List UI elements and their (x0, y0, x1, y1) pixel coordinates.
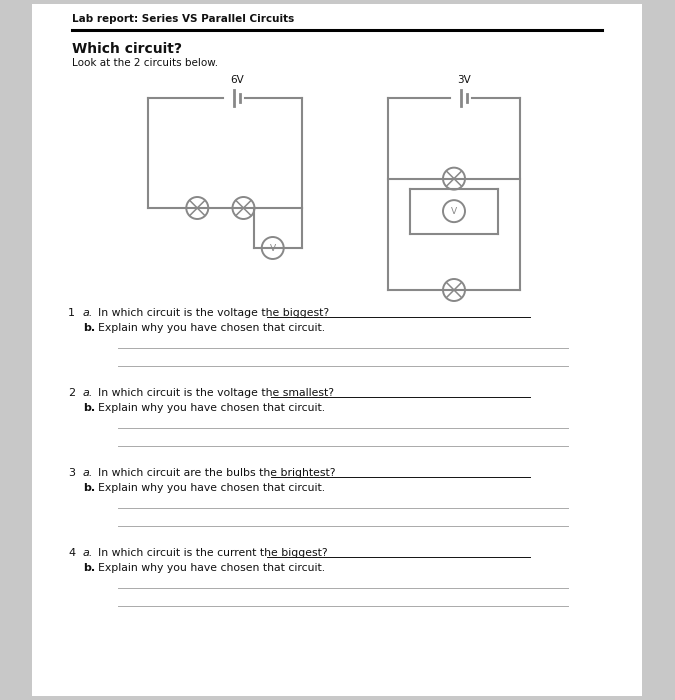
Text: Explain why you have chosen that circuit.: Explain why you have chosen that circuit… (98, 403, 325, 413)
Text: b.: b. (83, 323, 95, 333)
Text: Explain why you have chosen that circuit.: Explain why you have chosen that circuit… (98, 483, 325, 493)
Text: b.: b. (83, 563, 95, 573)
Text: Look at the 2 circuits below.: Look at the 2 circuits below. (72, 58, 218, 68)
Text: In which circuit are the bulbs the brightest?: In which circuit are the bulbs the brigh… (98, 468, 335, 478)
Text: 6V: 6V (230, 75, 244, 85)
Text: V: V (451, 207, 457, 216)
Text: b.: b. (83, 483, 95, 493)
Text: Explain why you have chosen that circuit.: Explain why you have chosen that circuit… (98, 323, 325, 333)
Text: 1: 1 (68, 308, 75, 318)
Text: 4: 4 (68, 548, 75, 558)
Text: In which circuit is the voltage the biggest?: In which circuit is the voltage the bigg… (98, 308, 329, 318)
Text: a.: a. (83, 388, 93, 398)
Text: Which circuit?: Which circuit? (72, 42, 182, 56)
Text: 2: 2 (68, 388, 75, 398)
Text: Lab report: Series VS Parallel Circuits: Lab report: Series VS Parallel Circuits (72, 14, 294, 24)
Text: b.: b. (83, 403, 95, 413)
Text: a.: a. (83, 548, 93, 558)
Text: In which circuit is the current the biggest?: In which circuit is the current the bigg… (98, 548, 327, 558)
Text: V: V (270, 244, 276, 253)
Text: 3: 3 (68, 468, 75, 478)
Text: a.: a. (83, 468, 93, 478)
Text: a.: a. (83, 308, 93, 318)
Text: Explain why you have chosen that circuit.: Explain why you have chosen that circuit… (98, 563, 325, 573)
Text: 3V: 3V (457, 75, 471, 85)
Text: In which circuit is the voltage the smallest?: In which circuit is the voltage the smal… (98, 388, 334, 398)
